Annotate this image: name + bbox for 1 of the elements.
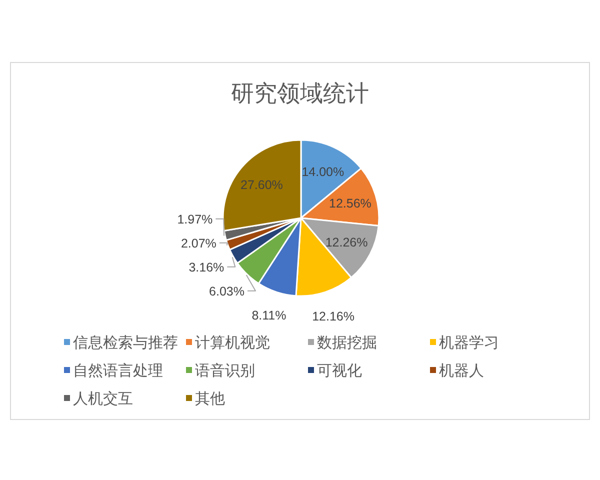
- title: 研究领域统计: [231, 81, 369, 106]
